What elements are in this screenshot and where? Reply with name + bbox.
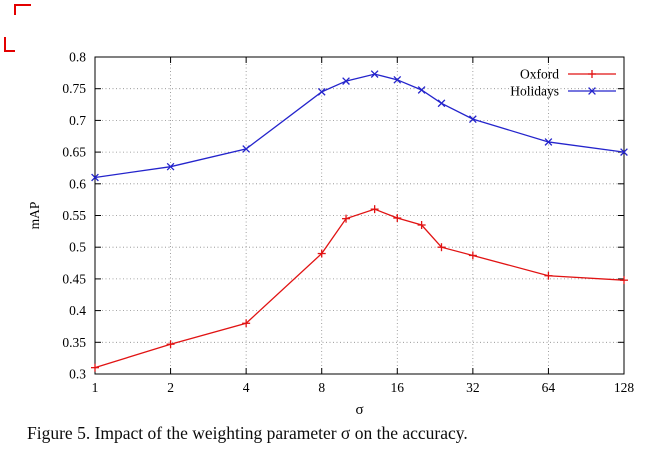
svg-text:0.55: 0.55 bbox=[62, 208, 86, 223]
svg-text:0.75: 0.75 bbox=[62, 81, 86, 96]
svg-text:0.35: 0.35 bbox=[62, 335, 86, 350]
pdf-link-artifact bbox=[14, 4, 31, 15]
svg-text:128: 128 bbox=[614, 380, 635, 395]
line-chart: 1 2 4 8 16 32 64 128 0.3 0.35 0.4 0.45 0.5 0.55 0.6 0.6… bbox=[27, 50, 635, 419]
svg-text:1: 1 bbox=[92, 380, 99, 395]
svg-text:4: 4 bbox=[243, 380, 250, 395]
svg-text:0.3: 0.3 bbox=[69, 367, 86, 382]
chart-grid bbox=[95, 57, 624, 374]
series-holidays bbox=[91, 70, 628, 182]
plot-border bbox=[94, 56, 625, 375]
svg-text:0.65: 0.65 bbox=[62, 145, 86, 160]
svg-text:0.45: 0.45 bbox=[62, 271, 86, 286]
svg-text:0.6: 0.6 bbox=[69, 176, 86, 191]
svg-text:0.7: 0.7 bbox=[69, 113, 86, 128]
svg-text:Oxford: Oxford bbox=[520, 67, 559, 82]
svg-text:0.4: 0.4 bbox=[69, 303, 86, 318]
svg-text:16: 16 bbox=[391, 380, 405, 395]
legend: Oxford Holidays bbox=[510, 67, 616, 99]
y-axis: 0.3 0.35 0.4 0.45 0.5 0.55 0.6 0.65 0.7 0.75 0.8 bbox=[62, 50, 624, 382]
svg-text:mAP: mAP bbox=[27, 202, 42, 230]
figure-caption: Figure 5. Impact of the weighting parame… bbox=[27, 423, 468, 443]
svg-text:2: 2 bbox=[167, 380, 174, 395]
series-oxford bbox=[91, 205, 628, 372]
svg-text:8: 8 bbox=[318, 380, 325, 395]
svg-text:0.8: 0.8 bbox=[69, 50, 86, 65]
svg-text:64: 64 bbox=[542, 380, 556, 395]
svg-text:σ: σ bbox=[355, 402, 363, 418]
svg-text:0.5: 0.5 bbox=[69, 240, 86, 255]
svg-text:Holidays: Holidays bbox=[510, 84, 559, 99]
axis-titles: σ mAP bbox=[27, 202, 364, 418]
x-axis: 1 2 4 8 16 32 64 128 bbox=[92, 57, 635, 395]
pdf-link-artifact bbox=[4, 37, 15, 52]
svg-text:32: 32 bbox=[466, 380, 480, 395]
